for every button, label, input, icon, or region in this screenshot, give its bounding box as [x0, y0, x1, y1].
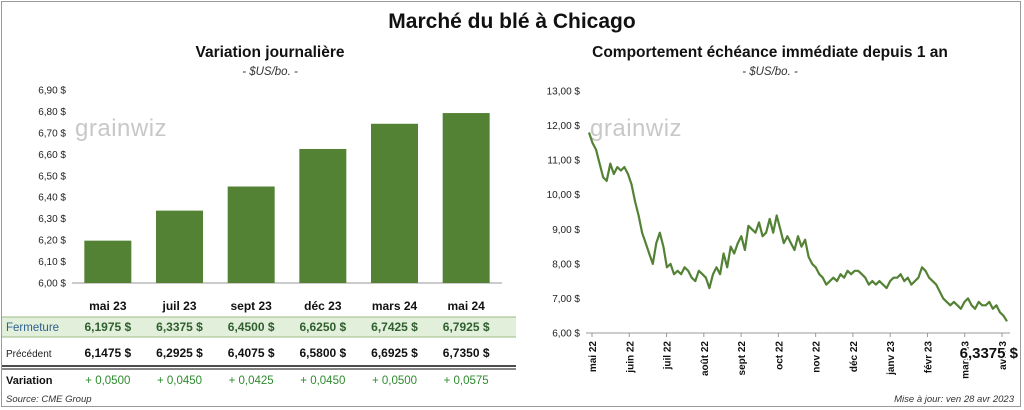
y-tick-label: 6,90 $: [38, 86, 66, 97]
y-tick-label: 6,20 $: [38, 236, 66, 247]
y-tick-label: 9,00 $: [552, 225, 580, 236]
prev-value: 6,7350 $: [443, 346, 490, 360]
x-tick-label: juil 22: [663, 341, 674, 371]
left-panel-title: Variation journalière: [195, 44, 345, 61]
close-value: 6,7925 $: [443, 320, 490, 334]
prev-value: 6,2925 $: [156, 346, 203, 360]
price-line: [587, 132, 1008, 322]
y-tick-label: 6,10 $: [38, 257, 66, 268]
y-tick-label: 6,70 $: [38, 128, 66, 139]
variation-value: + 0,0450: [157, 375, 202, 387]
close-value: 6,6250 $: [299, 320, 346, 334]
update-note: Mise à jour: ven 28 avr 2023: [894, 394, 1014, 405]
x-tick-label: févr 23: [923, 341, 934, 374]
x-tick-label: juin 22: [625, 341, 636, 374]
y-tick-label: 8,00 $: [552, 259, 580, 270]
close-value: 6,1975 $: [84, 320, 131, 334]
x-tick-label: mai 24: [447, 299, 485, 313]
watermark-right: grainwiz: [590, 115, 683, 142]
x-tick-label: sept 23: [230, 299, 272, 313]
y-tick-label: 10,00 $: [547, 190, 581, 201]
left-panel-subtitle: - $US/bo. -: [242, 66, 298, 78]
y-tick-label: 6,40 $: [38, 193, 66, 204]
close-value: 6,7425 $: [371, 320, 418, 334]
y-tick-label: 6,60 $: [38, 150, 66, 161]
last-value-label: 6,3375 $: [960, 345, 1019, 362]
close-value: 6,3375 $: [156, 320, 203, 334]
watermark-left: grainwiz: [75, 115, 168, 142]
bar: [371, 123, 418, 284]
x-tick-label: déc 22: [849, 341, 860, 373]
x-tick-label: oct 22: [774, 341, 785, 370]
bar: [227, 186, 275, 283]
y-tick-label: 12,00 $: [547, 121, 581, 132]
bar: [299, 148, 347, 283]
prev-row-label: Précédent: [6, 349, 52, 360]
x-tick-label: sept 22: [737, 341, 748, 376]
y-tick-label: 7,00 $: [552, 294, 580, 305]
close-value: 6,4500 $: [228, 320, 275, 334]
right-panel-title: Comportement échéance immédiate depuis 1…: [592, 44, 948, 61]
prev-value: 6,1475 $: [84, 346, 131, 360]
right-panel-subtitle: - $US/bo. -: [742, 66, 798, 78]
y-tick-label: 6,00 $: [38, 279, 66, 290]
x-tick-label: août 22: [700, 341, 711, 376]
close-row-bg: [2, 317, 516, 337]
y-tick-label: 6,50 $: [38, 171, 66, 182]
y-tick-label: 13,00 $: [547, 87, 581, 98]
variation-value: + 0,0425: [229, 375, 274, 387]
x-tick-label: mai 23: [89, 299, 127, 313]
prev-value: 6,5800 $: [299, 346, 346, 360]
x-tick-label: déc 23: [304, 299, 342, 313]
variation-value: + 0,0575: [444, 375, 489, 387]
variation-value: + 0,0500: [85, 375, 130, 387]
bar: [156, 210, 203, 283]
y-tick-label: 11,00 $: [547, 156, 580, 167]
page-title: Marché du blé à Chicago: [388, 10, 636, 33]
x-tick-label: mai 22: [588, 341, 599, 373]
close-row-label: Fermeture: [6, 322, 59, 334]
source-note: Source: CME Group: [6, 394, 92, 405]
y-tick-label: 6,30 $: [38, 214, 66, 225]
variation-value: + 0,0500: [372, 375, 417, 387]
prev-value: 6,4075 $: [228, 346, 275, 360]
y-tick-label: 6,00 $: [552, 329, 580, 340]
x-tick-label: janv 23: [886, 341, 897, 376]
x-tick-label: mars 24: [372, 299, 418, 313]
y-tick-label: 6,80 $: [38, 107, 66, 118]
variation-value: + 0,0450: [300, 375, 345, 387]
bar: [442, 113, 490, 283]
x-tick-label: nov 22: [812, 341, 823, 373]
bar-chart: 6,00 $ 6,10 $ 6,20 $ 6,30 $ 6,40 $ 6,50 $ 6,60…: [2, 86, 516, 387]
bar: [84, 240, 132, 283]
var-row-label: Variation: [6, 375, 53, 387]
x-tick-label: avr 23: [998, 341, 1009, 370]
prev-value: 6,6925 $: [371, 346, 418, 360]
x-tick-label: mars 23: [961, 341, 972, 379]
x-tick-label: juil 23: [161, 299, 196, 313]
